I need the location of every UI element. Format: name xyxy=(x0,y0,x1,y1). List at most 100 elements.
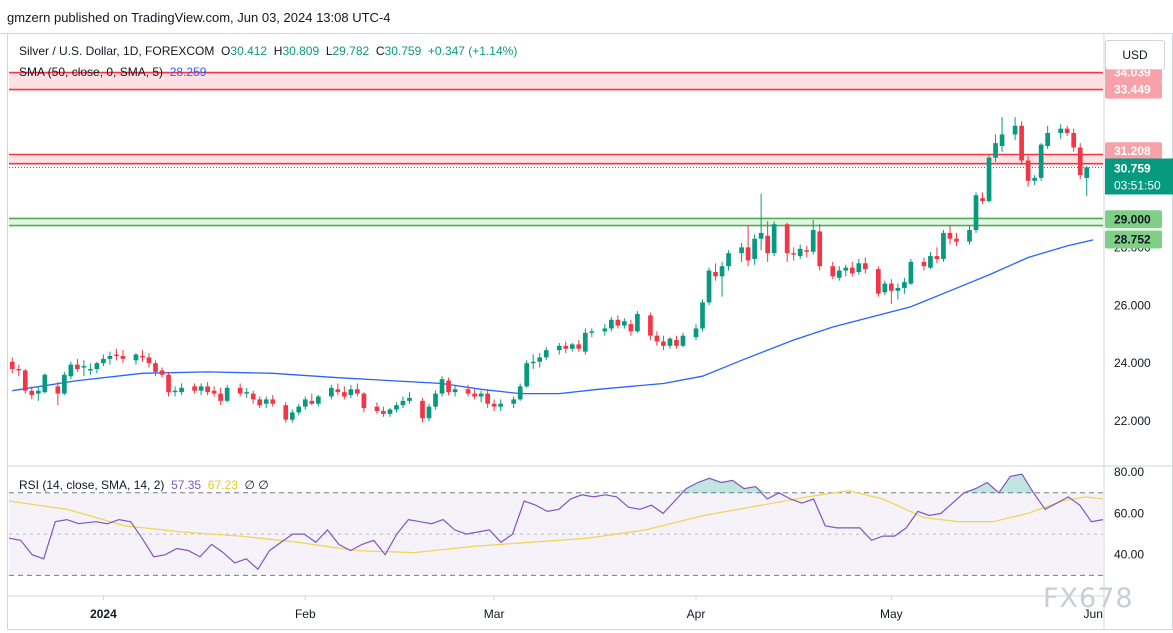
candle-body xyxy=(114,354,119,356)
candle-body xyxy=(648,315,653,336)
time-axis-tick-label: Mar xyxy=(484,607,505,621)
candle-body xyxy=(928,256,933,268)
zone-support-low-badge: 28.752 xyxy=(1114,233,1151,247)
candle-body xyxy=(342,392,347,397)
candle-body xyxy=(680,335,686,346)
candle-body xyxy=(941,232,946,259)
candle-body xyxy=(569,344,575,349)
candle-body xyxy=(758,232,764,239)
candle-body xyxy=(315,396,321,404)
candle-body xyxy=(244,392,250,394)
candle-body xyxy=(465,389,471,394)
candle-body xyxy=(765,235,770,254)
candle-body xyxy=(817,231,823,267)
rsi-axis-tick-label: 80.00 xyxy=(1114,465,1144,479)
candle-body xyxy=(654,335,660,342)
candle-body xyxy=(576,344,582,349)
candle-body xyxy=(661,341,666,346)
candle-body xyxy=(62,374,67,394)
close-label: C xyxy=(375,44,385,58)
countdown-badge: 03:51:50 xyxy=(1114,178,1161,192)
candle-body xyxy=(42,374,48,393)
high-label: H xyxy=(273,44,283,58)
candle-body xyxy=(862,263,868,270)
resistance-zone xyxy=(9,154,1103,164)
symbol-title[interactable]: Silver / U.S. Dollar, 1D, FOREXCOM xyxy=(19,44,215,58)
candle-body xyxy=(843,267,849,271)
candle-body xyxy=(407,397,412,401)
candle-body xyxy=(94,363,100,369)
candle-body xyxy=(452,389,458,393)
sma-value: 28.259 xyxy=(169,65,207,79)
candle-body xyxy=(491,403,497,407)
price-legend: Silver / U.S. Dollar, 1D, FOREXCOM O30.4… xyxy=(19,44,517,58)
candle-body xyxy=(856,263,862,272)
candle-body xyxy=(420,400,425,419)
candle-body xyxy=(22,370,28,391)
candle-body xyxy=(88,368,93,371)
candle-body xyxy=(706,270,712,303)
resistance-zone xyxy=(9,72,1103,90)
candle-body xyxy=(179,387,184,393)
candle-body xyxy=(153,363,158,372)
candle-body xyxy=(999,134,1005,147)
candle-body xyxy=(205,386,210,393)
candle-body xyxy=(211,390,217,394)
time-axis-tick-label: Feb xyxy=(295,607,316,621)
candle-body xyxy=(355,389,360,394)
candle-body xyxy=(986,157,992,202)
change-value: +0.347 (+1.14%) xyxy=(427,44,518,58)
candle-body xyxy=(498,403,503,407)
open-label: O xyxy=(221,44,231,58)
rsi-value: 57.35 xyxy=(171,478,202,492)
candle-body xyxy=(146,357,152,364)
candle-body xyxy=(120,355,126,359)
candle-body xyxy=(439,379,445,394)
candle-body xyxy=(895,287,901,291)
candle-body xyxy=(1058,128,1064,134)
candle-body xyxy=(29,390,35,396)
last-price-badge-bg xyxy=(1105,158,1173,195)
candle-body xyxy=(381,410,386,414)
candle-body xyxy=(954,238,959,242)
candle-body xyxy=(296,406,302,413)
low-label: L xyxy=(325,44,333,58)
candle-body xyxy=(16,368,22,371)
candle-body xyxy=(426,406,432,419)
candle-body xyxy=(973,195,979,231)
zone-top-low-badge-bg xyxy=(1105,80,1162,99)
candle-body xyxy=(140,355,145,358)
candle-body xyxy=(1019,125,1024,161)
candle-body xyxy=(263,399,269,404)
candle-body xyxy=(172,390,178,393)
candle-body xyxy=(1012,125,1018,135)
sma-label[interactable]: SMA (50, close, 0, SMA, 5) xyxy=(19,65,164,79)
candle-body xyxy=(309,400,315,404)
time-axis-tick-label: Apr xyxy=(687,607,706,621)
candle-body xyxy=(1032,177,1037,181)
candle-body xyxy=(752,238,757,259)
candle-body xyxy=(198,386,204,391)
candle-body xyxy=(875,269,881,294)
candle-body xyxy=(1038,144,1044,178)
candle-body xyxy=(75,364,80,369)
candle-body xyxy=(908,261,914,284)
zone-top-low-badge: 33.449 xyxy=(1114,83,1151,97)
candle-body xyxy=(1084,167,1090,178)
currency-button[interactable]: USD xyxy=(1105,40,1165,70)
candle-body xyxy=(1077,147,1083,175)
candle-body xyxy=(693,328,699,338)
rsi-line xyxy=(8,473,1104,571)
rsi-ma-value: 67.23 xyxy=(207,478,238,492)
candle-body xyxy=(791,253,797,255)
candle-body xyxy=(9,361,15,369)
candle-body xyxy=(302,399,308,407)
candle-body xyxy=(921,261,927,267)
candle-body xyxy=(387,409,393,414)
low-value: 29.782 xyxy=(332,44,370,58)
rsi-overbought-fill xyxy=(686,482,698,493)
rsi-label[interactable]: RSI (14, close, SMA, 14, 2) xyxy=(19,478,165,492)
candle-body xyxy=(1064,128,1070,134)
candle-body xyxy=(68,364,74,377)
